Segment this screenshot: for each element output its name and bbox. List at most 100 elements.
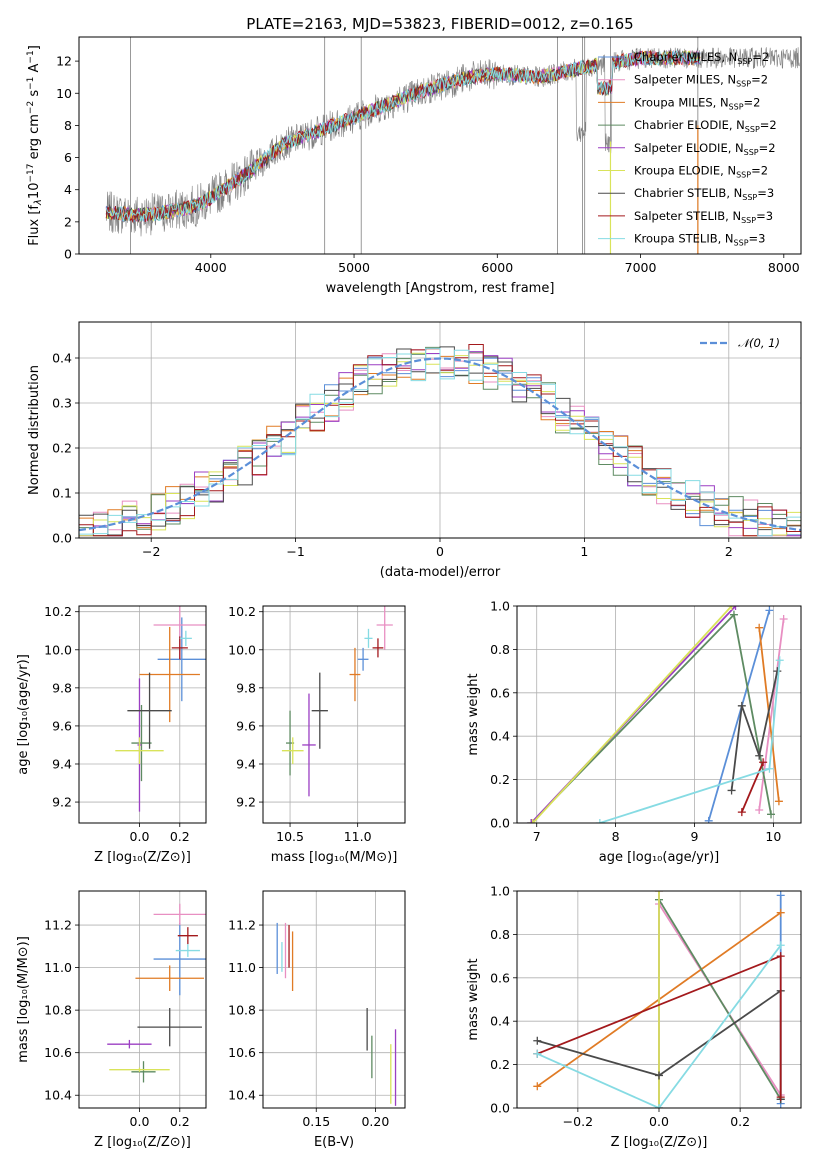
x-tick-label: 0.20 [361,1114,389,1129]
x-tick-label: −0.2 [563,1114,593,1129]
y-tick-label: 11.2 [228,918,256,933]
y-axis-label: Normed distribution [27,365,42,495]
axes-frame [78,890,207,1109]
axes-frame [516,605,802,824]
weight-marker-kroupa-elodie [528,819,537,823]
axes-frame [78,321,802,539]
x-axis-label: Z [log₁₀(Z/Z⊙)] [611,1135,708,1150]
weight-marker-chabrier-stelib [755,751,764,760]
weight-marker-kroupa-stelib [775,656,784,665]
axes-frame [78,605,207,824]
plot-area [527,606,788,823]
mass-ebv-panel: 0.15 0.20 10.4 10.6 10.8 11.0 11.2 E(B-V) [228,890,406,1150]
y-axis-label: Flux [fλ10−17 erg cm−2 s−1 A−1] [26,45,44,246]
weight-marker-kroupa-stelib [655,1104,663,1108]
y-tick-label: 10 [56,86,72,101]
x-tick-label: 5000 [338,260,370,275]
weight-marker-chabrier-stelib [533,1036,542,1045]
x-tick-label: 8 [612,829,620,844]
y-tick-label: 10.6 [44,1045,72,1060]
spectrum-legend: Chabrier MILES, NSSP=2 Salpeter MILES, NS… [598,50,777,248]
plot-area [115,606,206,812]
legend-label-chabrier-miles: Chabrier MILES, NSSP=2 [634,50,769,66]
x-tick-label: 0.2 [170,1114,190,1129]
y-tick-label: 10.8 [44,1003,72,1018]
y-tick-label: 0.4 [490,1014,510,1029]
x-tick-label: −2 [142,544,160,559]
x-axis-label: wavelength [Angstrom, rest frame] [326,281,555,296]
y-tick-label: 9.6 [52,718,72,733]
weight-marker-kroupa-miles [776,908,785,917]
legend-label-kroupa-miles: Kroupa MILES, NSSP=2 [634,95,760,111]
y-tick-label: 9.2 [236,795,256,810]
y-tick-label: 9.6 [236,718,256,733]
x-tick-label: 6000 [481,260,513,275]
weight-marker-chabrier-stelib [727,786,736,795]
y-tick-label: 0.6 [490,685,510,700]
y-tick-label: 4 [64,182,72,197]
x-tick-label: 7 [533,829,541,844]
y-tick-label: 10.8 [228,1003,256,1018]
x-axis-label: age [log₁₀(age/yr)] [599,850,720,865]
legend-label-chabrier-stelib: Chabrier STELIB, NSSP=3 [634,186,774,202]
weight-line-salpeter-miles [758,618,785,811]
weight-line-kroupa-elodie [532,606,733,823]
plot-area [281,606,393,797]
y-tick-label: 0.8 [490,642,510,657]
weight-marker-kroupa-elodie [655,891,663,895]
legend-label-kroupa-stelib: Kroupa STELIB, NSSP=3 [634,232,765,248]
mass-z-panel: 0.0 0.2 10.4 10.6 10.8 11.0 11.2 Z [log₁₀(Z/Z⊙)… [16,890,207,1150]
x-tick-label: 0.2 [170,829,190,844]
y-tick-label: 0.3 [52,396,72,411]
legend-label-chabrier-elodie: Chabrier ELODIE, NSSP=2 [634,118,777,134]
x-tick-label: 0.0 [130,1114,150,1129]
weight-line-chabrier-stelib [730,670,779,791]
weight-marker-kroupa-stelib [776,941,785,950]
weight-marker-kroupa-miles [533,1082,542,1091]
y-tick-label: 0.2 [490,772,510,787]
y-tick-label: 10.4 [44,1088,72,1103]
plot-area [107,903,206,1083]
weight-marker-chabrier-stelib [773,667,782,676]
weight-marker-salpeter-miles [779,615,788,624]
plot-area [79,344,801,537]
x-tick-label: −1 [286,544,304,559]
y-axis-label: mass weight [466,958,481,1040]
y-tick-label: 11.0 [44,960,72,975]
plot-layer: 4000 5000 6000 7000 8000024681012wavelength … [16,36,802,1150]
weight-marker-kroupa-stelib [533,1049,542,1058]
y-tick-label: 9.4 [236,756,256,771]
y-tick-label: 0.4 [52,351,72,366]
y-tick-label: 0.6 [490,970,510,985]
weight-line-kroupa-stelib [599,660,781,823]
x-tick-label: 7000 [625,260,657,275]
x-tick-label: 8000 [768,260,800,275]
y-tick-label: 9.8 [52,680,72,695]
x-tick-label: 0.15 [302,1114,330,1129]
x-tick-label: 0.2 [730,1114,750,1129]
x-tick-label: 10.5 [276,829,304,844]
x-tick-label: 9 [691,829,699,844]
x-tick-label: 2 [725,544,733,559]
x-tick-label: 11.0 [344,829,372,844]
normal-curve [79,357,801,532]
y-tick-label: 2 [64,214,72,229]
weight-marker-chabrier-stelib [737,701,746,710]
model-kroupa-stelib [105,49,701,222]
weight-marker-chabrier-elodie [767,810,776,819]
y-tick-label: 10.4 [228,1088,256,1103]
x-tick-label: 0 [436,544,444,559]
y-tick-label: 1.0 [490,884,510,899]
x-axis-label: Z [log₁₀(Z/Z⊙)] [94,1135,191,1150]
y-tick-label: 9.2 [52,795,72,810]
weight-marker-salpeter-miles [755,805,764,814]
axes-frame [262,605,406,824]
y-tick-label: 11.2 [44,918,72,933]
spectrum-panel: 4000 5000 6000 7000 8000 0 2 4 6 8 10 12 wavelength … [26,36,802,296]
y-tick-label: 11.0 [228,960,256,975]
weight-marker-chabrier-miles [776,891,785,900]
hist-kroupa-stelib [79,347,801,537]
y-tick-label: 10.2 [44,604,72,619]
axes-frame [78,36,802,255]
y-tick-label: 0 [64,247,72,262]
